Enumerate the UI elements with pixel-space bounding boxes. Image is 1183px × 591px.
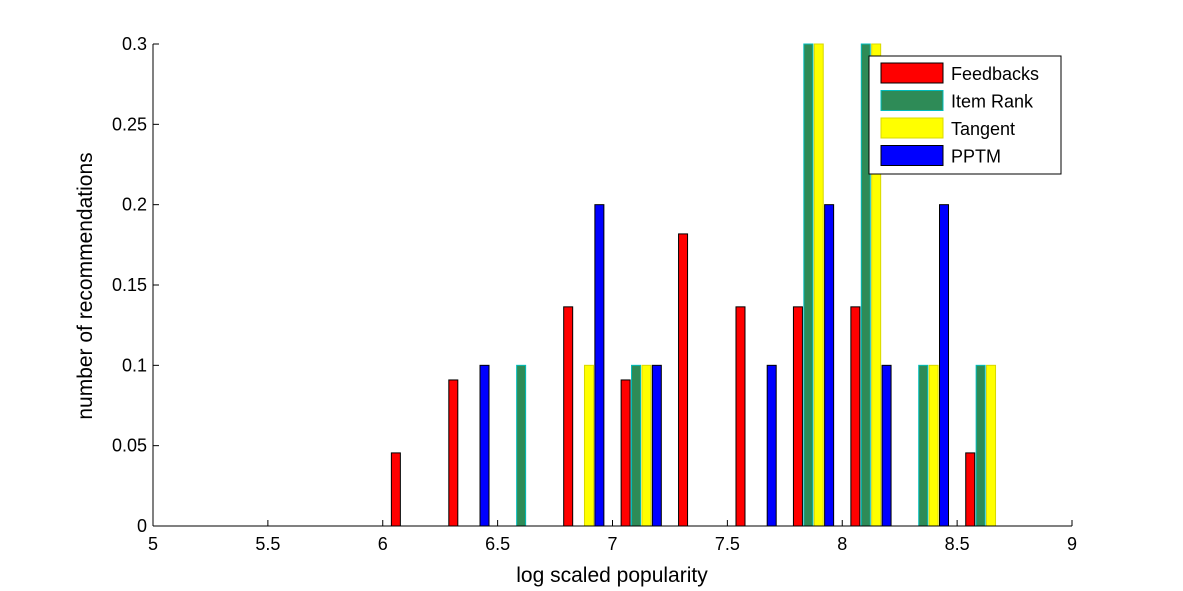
bar-feedbacks — [448, 379, 459, 527]
legend-entry-label: Item Rank — [951, 92, 1034, 112]
x-tick-label: 6.5 — [485, 534, 510, 554]
x-tick-label: 5 — [148, 534, 158, 554]
bar-pptm — [881, 364, 892, 527]
bar-pptm — [479, 364, 490, 527]
x-axis-label: log scaled popularity — [516, 564, 708, 587]
bar-feedbacks — [563, 306, 574, 527]
legend-swatch — [880, 145, 944, 166]
legend-swatch — [880, 117, 944, 139]
x-tick-label: 7.5 — [715, 534, 740, 554]
bar-pptm — [651, 364, 662, 527]
y-ticks-group: 0 0.05 0.1 0.15 0.2 0.25 0.3 — [112, 34, 159, 536]
legend-entry-label: Feedbacks — [951, 64, 1039, 84]
bar-feedbacks — [678, 233, 689, 527]
bar-item-rank — [631, 364, 642, 527]
x-tick-label: 9 — [1067, 534, 1077, 554]
y-tick-label: 0.25 — [112, 114, 147, 134]
bar-pptm — [766, 364, 777, 527]
x-ticks-group: 5 5.5 6 6.5 7 7.5 8 8.5 9 — [148, 520, 1077, 554]
bar-tangent — [583, 364, 594, 527]
legend: Feedbacks Item Rank Tangent PPTM — [868, 55, 1062, 175]
bar-feedbacks — [390, 452, 401, 527]
x-tick-label: 8 — [837, 534, 847, 554]
bars-group — [161, 43, 1064, 527]
legend-swatch — [880, 62, 944, 84]
bar-item-rank — [918, 364, 929, 527]
bar-tangent — [813, 43, 824, 527]
legend-entry-label: Tangent — [951, 119, 1015, 139]
legend-entry-label: PPTM — [951, 147, 1001, 167]
legend-swatch — [880, 90, 944, 111]
bar-item-rank — [803, 43, 814, 527]
bar-tangent — [928, 364, 939, 527]
y-tick-label: 0.3 — [122, 34, 147, 54]
bar-pptm — [594, 204, 605, 527]
y-tick-label: 0.2 — [122, 195, 147, 215]
x-tick-label: 6 — [378, 534, 388, 554]
bar-feedbacks — [850, 306, 861, 527]
bar-feedbacks — [792, 306, 803, 527]
y-tick-label: 0 — [137, 516, 147, 536]
y-tick-label: 0.1 — [122, 355, 147, 375]
x-tick-label: 8.5 — [945, 534, 970, 554]
bar-item-rank — [516, 364, 527, 527]
y-tick-label: 0.15 — [112, 275, 147, 295]
bar-item-rank — [975, 364, 986, 527]
y-tick-label: 0.05 — [112, 436, 147, 456]
bar-tangent — [641, 364, 652, 527]
x-tick-label: 5.5 — [255, 534, 280, 554]
bar-feedbacks — [735, 306, 746, 527]
bar-feedbacks — [620, 379, 631, 527]
bar-tangent — [986, 364, 997, 527]
y-axis-label: number of recommendations — [74, 152, 97, 419]
bar-feedbacks — [965, 452, 976, 527]
bar-pptm — [824, 204, 835, 527]
bar-pptm — [939, 204, 950, 527]
x-tick-label: 7 — [607, 534, 617, 554]
